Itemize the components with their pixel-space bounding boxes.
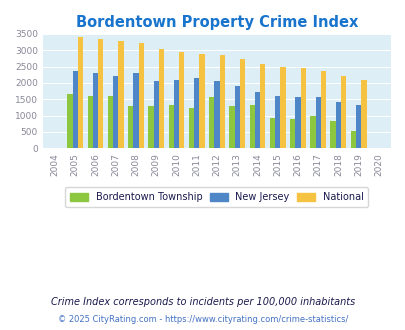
Bar <box>219 55 224 148</box>
Bar <box>133 73 138 148</box>
Text: © 2025 CityRating.com - https://www.cityrating.com/crime-statistics/: © 2025 CityRating.com - https://www.city… <box>58 315 347 324</box>
Bar <box>78 37 83 148</box>
Bar <box>173 80 179 148</box>
Bar <box>93 73 98 148</box>
Bar <box>249 105 254 148</box>
Bar <box>209 97 214 148</box>
Bar <box>309 116 315 148</box>
Bar <box>355 105 360 148</box>
Bar <box>168 105 173 148</box>
Bar <box>158 49 164 148</box>
Legend: Bordentown Township, New Jersey, National: Bordentown Township, New Jersey, Nationa… <box>65 187 367 207</box>
Bar <box>300 68 305 148</box>
Bar <box>239 59 245 148</box>
Bar <box>320 71 325 148</box>
Bar <box>269 118 274 148</box>
Bar <box>108 96 113 148</box>
Bar <box>118 42 123 148</box>
Bar <box>113 76 118 148</box>
Bar <box>279 67 285 148</box>
Title: Bordentown Property Crime Index: Bordentown Property Crime Index <box>76 15 357 30</box>
Bar <box>194 78 199 148</box>
Bar <box>138 44 143 148</box>
Bar <box>87 96 93 148</box>
Bar <box>340 76 345 148</box>
Bar <box>148 106 153 148</box>
Bar <box>67 94 72 148</box>
Bar <box>199 53 204 148</box>
Bar <box>214 81 219 148</box>
Bar <box>274 96 279 148</box>
Bar <box>315 97 320 148</box>
Bar <box>229 106 234 148</box>
Bar <box>98 39 103 148</box>
Bar <box>350 131 355 148</box>
Bar <box>360 80 366 148</box>
Bar <box>289 119 294 148</box>
Bar <box>72 71 78 148</box>
Text: Crime Index corresponds to incidents per 100,000 inhabitants: Crime Index corresponds to incidents per… <box>51 297 354 307</box>
Bar <box>179 52 184 148</box>
Bar <box>188 108 194 148</box>
Bar <box>260 64 264 148</box>
Bar <box>234 86 239 148</box>
Bar <box>128 106 133 148</box>
Bar <box>153 81 158 148</box>
Bar <box>330 121 335 148</box>
Bar <box>294 97 300 148</box>
Bar <box>254 92 260 148</box>
Bar <box>335 103 340 148</box>
